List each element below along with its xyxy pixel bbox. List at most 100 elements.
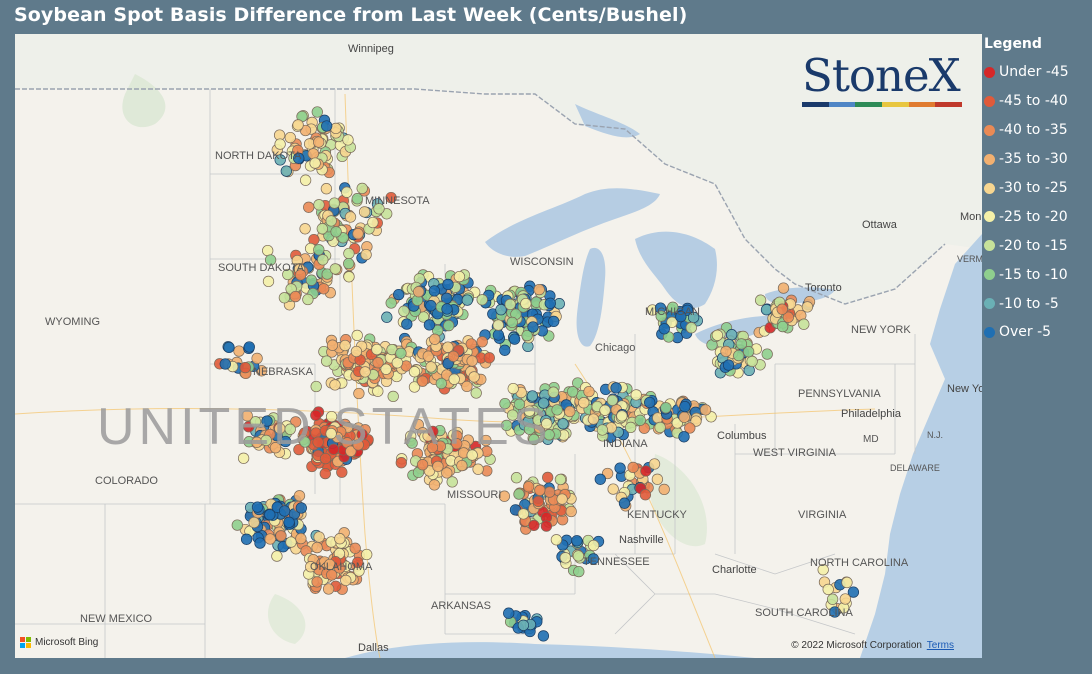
basis-point[interactable]: [359, 366, 371, 378]
basis-point[interactable]: [237, 452, 250, 464]
basis-point[interactable]: [293, 152, 305, 164]
basis-point[interactable]: [675, 310, 687, 323]
basis-point[interactable]: [520, 297, 532, 310]
basis-points[interactable]: [214, 106, 860, 642]
basis-point[interactable]: [527, 321, 539, 333]
basis-point[interactable]: [275, 530, 287, 542]
basis-point[interactable]: [550, 534, 563, 546]
basis-point[interactable]: [233, 345, 245, 357]
basis-point[interactable]: [658, 323, 670, 335]
basis-point[interactable]: [385, 191, 397, 204]
basis-point[interactable]: [278, 292, 291, 304]
basis-point[interactable]: [336, 466, 348, 478]
basis-point[interactable]: [319, 452, 332, 465]
basis-point[interactable]: [777, 282, 790, 294]
basis-point[interactable]: [541, 418, 553, 430]
basis-point[interactable]: [310, 409, 322, 421]
basis-point[interactable]: [387, 390, 399, 403]
basis-point[interactable]: [320, 183, 333, 195]
basis-point[interactable]: [554, 473, 567, 486]
basis-point[interactable]: [443, 319, 455, 332]
basis-point[interactable]: [284, 131, 296, 144]
basis-point[interactable]: [305, 274, 318, 286]
basis-point[interactable]: [583, 385, 595, 398]
basis-point[interactable]: [351, 329, 363, 342]
legend-item[interactable]: -15 to -10: [984, 260, 1092, 289]
basis-point[interactable]: [352, 556, 364, 569]
basis-point[interactable]: [307, 148, 319, 160]
basis-point[interactable]: [503, 607, 515, 619]
basis-point[interactable]: [578, 397, 590, 409]
basis-point[interactable]: [311, 541, 323, 554]
legend-item[interactable]: -20 to -15: [984, 231, 1092, 260]
basis-point[interactable]: [249, 416, 262, 428]
basis-point[interactable]: [533, 283, 545, 296]
basis-point[interactable]: [302, 293, 314, 306]
basis-point[interactable]: [408, 366, 421, 378]
basis-point[interactable]: [476, 294, 488, 306]
basis-point[interactable]: [500, 419, 513, 432]
basis-point[interactable]: [537, 397, 550, 409]
basis-point[interactable]: [260, 434, 272, 447]
basis-point[interactable]: [330, 226, 342, 238]
basis-point[interactable]: [542, 471, 554, 484]
basis-point[interactable]: [468, 371, 480, 383]
basis-point[interactable]: [343, 247, 355, 260]
basis-point[interactable]: [343, 257, 355, 270]
basis-point[interactable]: [678, 431, 690, 443]
basis-point[interactable]: [517, 508, 530, 520]
basis-point[interactable]: [826, 593, 839, 605]
basis-point[interactable]: [326, 339, 339, 351]
basis-point[interactable]: [446, 476, 458, 488]
basis-point[interactable]: [572, 550, 585, 562]
basis-point[interactable]: [299, 174, 312, 186]
basis-point[interactable]: [278, 505, 291, 517]
basis-point[interactable]: [344, 211, 357, 223]
basis-point[interactable]: [352, 439, 364, 451]
basis-point[interactable]: [353, 387, 365, 400]
basis-point[interactable]: [679, 400, 691, 413]
basis-point[interactable]: [666, 316, 678, 328]
basis-point[interactable]: [311, 106, 323, 118]
basis-point[interactable]: [571, 535, 583, 547]
basis-point[interactable]: [325, 410, 338, 423]
basis-point[interactable]: [513, 398, 526, 410]
basis-point[interactable]: [504, 298, 516, 311]
basis-point[interactable]: [498, 490, 511, 502]
basis-point[interactable]: [262, 275, 275, 288]
basis-point[interactable]: [722, 359, 735, 371]
basis-point[interactable]: [401, 318, 413, 330]
basis-point[interactable]: [391, 357, 403, 369]
basis-point[interactable]: [285, 536, 297, 548]
basis-point[interactable]: [380, 363, 392, 375]
basis-point[interactable]: [847, 586, 860, 598]
basis-point[interactable]: [526, 390, 539, 402]
basis-point[interactable]: [342, 134, 354, 146]
basis-point[interactable]: [408, 381, 421, 393]
basis-point[interactable]: [599, 404, 611, 416]
basis-point[interactable]: [651, 473, 664, 485]
basis-point[interactable]: [630, 389, 642, 401]
basis-point[interactable]: [543, 486, 556, 498]
basis-point[interactable]: [648, 458, 661, 470]
basis-point[interactable]: [284, 423, 296, 435]
basis-point[interactable]: [325, 427, 337, 440]
basis-point[interactable]: [381, 311, 393, 323]
basis-point[interactable]: [499, 397, 511, 410]
basis-point[interactable]: [534, 484, 546, 496]
basis-point[interactable]: [219, 358, 231, 370]
basis-point[interactable]: [644, 396, 656, 409]
basis-point[interactable]: [634, 414, 646, 426]
basis-point[interactable]: [271, 550, 283, 562]
basis-point[interactable]: [313, 531, 325, 543]
basis-point[interactable]: [551, 404, 563, 416]
basis-point[interactable]: [760, 304, 773, 316]
basis-point[interactable]: [711, 329, 724, 341]
basis-point[interactable]: [556, 493, 568, 505]
basis-point[interactable]: [349, 542, 361, 554]
basis-point[interactable]: [282, 268, 294, 281]
basis-point[interactable]: [776, 303, 788, 315]
basis-point[interactable]: [453, 270, 466, 283]
basis-point[interactable]: [240, 533, 253, 545]
basis-point[interactable]: [309, 157, 321, 169]
